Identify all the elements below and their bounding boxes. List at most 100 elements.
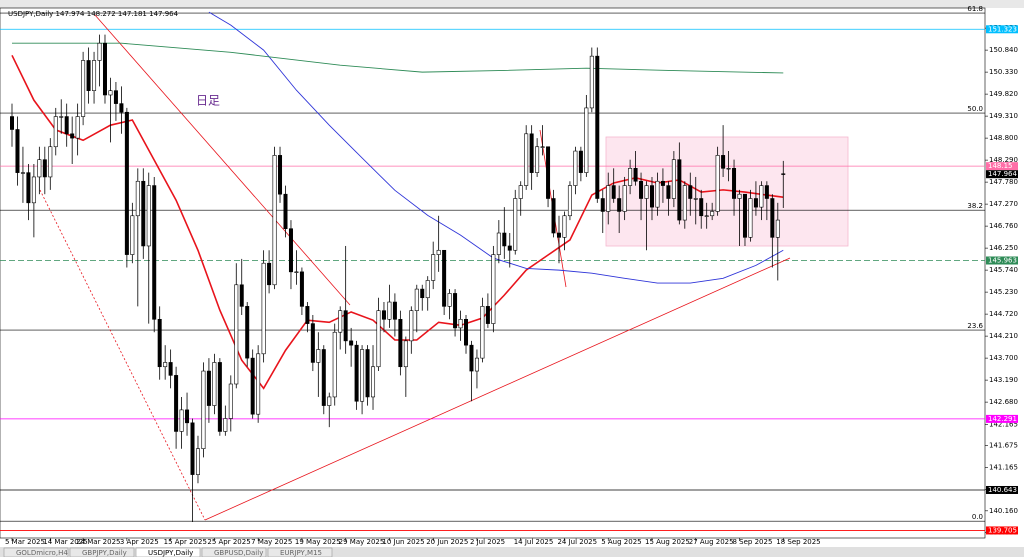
candle-body <box>119 103 124 113</box>
candle-body <box>551 198 556 234</box>
candle-body <box>376 310 381 368</box>
candle-body <box>699 198 704 217</box>
candle-body <box>190 422 195 475</box>
candle-body <box>595 55 600 199</box>
price-label: 139.705 <box>988 526 1017 534</box>
candle-body <box>310 323 315 363</box>
candle-body <box>64 116 69 135</box>
trend-line <box>94 14 351 306</box>
candle-body <box>92 60 97 91</box>
candle-body <box>360 349 365 402</box>
candle-body <box>715 155 720 212</box>
candle-body <box>354 344 359 402</box>
candle-body <box>316 349 321 363</box>
candle-body <box>349 340 354 346</box>
candle-body <box>622 185 627 212</box>
candle-body <box>775 219 780 238</box>
x-tick-label: 14 Mar 2025 <box>43 538 87 546</box>
candle-body <box>458 318 463 329</box>
candle-body <box>633 168 638 182</box>
price-box <box>986 25 1018 34</box>
tab[interactable] <box>3 547 69 557</box>
y-tick-label: 147.780 <box>989 178 1018 186</box>
fib-label: 61.8 <box>967 5 983 13</box>
candle-body <box>141 180 146 247</box>
candle-body <box>589 55 594 109</box>
candle-body <box>278 155 283 195</box>
candle-body <box>403 340 408 368</box>
candle-body <box>753 198 758 208</box>
candle-body <box>26 172 31 204</box>
candle-body <box>770 198 775 238</box>
candle-body <box>217 362 222 432</box>
candle-body <box>174 375 179 432</box>
x-tick-label: 2 Jul 2025 <box>470 538 505 546</box>
y-tick-label: 148.290 <box>989 156 1018 164</box>
candle-body <box>742 193 747 238</box>
candle-body <box>524 133 529 186</box>
candle-body <box>37 159 42 178</box>
candle-body <box>15 129 20 173</box>
candle-body <box>660 180 665 186</box>
tab[interactable] <box>69 547 135 557</box>
candle-body <box>157 318 162 368</box>
candle-body <box>436 249 441 255</box>
candle-body <box>693 198 698 200</box>
fib-label: 0.0 <box>972 513 983 521</box>
candle-body <box>721 155 726 169</box>
y-tick-label: 144.720 <box>989 310 1018 318</box>
candle-body <box>381 310 386 320</box>
candle-body <box>529 133 534 173</box>
candle-body <box>108 90 113 96</box>
candle-body <box>42 159 47 178</box>
tab-label: USDJPY,Daily <box>148 549 193 557</box>
candle-body <box>398 318 403 368</box>
tab[interactable] <box>267 547 333 557</box>
candle-body <box>710 211 715 217</box>
candle-body <box>327 396 332 406</box>
x-tick-label: 27 Aug 2025 <box>689 538 734 546</box>
candle-body <box>502 232 507 247</box>
tab-bar <box>0 547 1024 557</box>
candle-body <box>666 185 671 199</box>
moving-average <box>12 42 784 74</box>
candle-body <box>513 198 518 251</box>
candle-body <box>682 185 687 221</box>
candle-body <box>75 116 80 139</box>
y-tick-label: 141.675 <box>989 441 1018 449</box>
candle-body <box>250 357 255 415</box>
y-tick-label: 146.250 <box>989 244 1018 252</box>
candle-body <box>130 215 135 255</box>
candle-body <box>562 215 567 238</box>
tab[interactable] <box>201 547 267 557</box>
candle-body <box>628 168 633 186</box>
x-tick-label: 3 Apr 2025 <box>120 538 159 546</box>
candle-body <box>365 349 370 398</box>
y-tick-label: 146.760 <box>989 222 1018 230</box>
tab-label: EURJPY,M15 <box>280 549 322 557</box>
price-label: 142.291 <box>988 415 1017 423</box>
price-label: 151.323 <box>988 25 1017 33</box>
tab[interactable] <box>135 547 201 557</box>
candle-body <box>86 60 91 91</box>
candle-body <box>748 198 753 238</box>
candle-body <box>31 176 36 204</box>
candle-body <box>518 185 523 199</box>
candle-body <box>387 301 392 320</box>
candle-body <box>152 185 157 320</box>
candle-body <box>649 185 654 208</box>
candle-body <box>726 168 731 170</box>
y-tick-label: 145.740 <box>989 266 1018 274</box>
candle-body <box>272 155 277 286</box>
candle-body <box>496 232 501 255</box>
x-tick-label: 7 May 2025 <box>251 538 292 546</box>
candle-body <box>611 185 616 199</box>
tab-label: GBPJPY,Daily <box>82 549 127 557</box>
candle-body <box>644 185 649 199</box>
candle-body <box>168 362 173 376</box>
candle-body <box>135 180 140 217</box>
candle-body <box>332 331 337 398</box>
trend-line <box>39 189 206 521</box>
candle-body <box>759 185 764 208</box>
